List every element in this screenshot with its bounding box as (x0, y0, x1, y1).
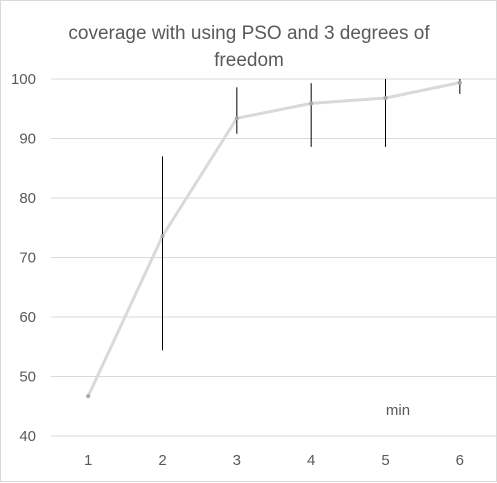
data-point (86, 394, 91, 399)
y-tick-label: 50 (19, 369, 36, 386)
y-tick-label: 40 (19, 428, 36, 445)
x-tick-label: 4 (307, 452, 315, 469)
y-tick-label: 80 (19, 190, 36, 207)
y-tick-label: 100 (11, 71, 36, 88)
grid-layer (51, 78, 497, 437)
y-tick-label: 60 (19, 309, 36, 326)
y-tick-label: 70 (19, 250, 36, 267)
x-tick-label: 1 (84, 452, 92, 469)
x-tick-label: 2 (158, 452, 166, 469)
chart-annotation: min (386, 402, 410, 419)
data-point (457, 80, 462, 85)
series-layer (86, 79, 462, 399)
series-line (86, 81, 462, 398)
data-point (234, 116, 239, 121)
y-tick-label: 90 (19, 131, 36, 148)
chart-title-line-2: freedom (214, 50, 284, 71)
axis-layer: 40 50 60 70 80 90 100 1 2 3 4 5 6 (11, 71, 464, 469)
x-tick-label: 6 (456, 452, 464, 469)
data-point (160, 234, 165, 239)
data-point (309, 101, 314, 106)
chart-title-line-1: coverage with using PSO and 3 degrees of (68, 23, 430, 44)
x-tick-label: 3 (233, 452, 241, 469)
data-point (383, 96, 388, 101)
x-tick-label: 5 (381, 452, 389, 469)
